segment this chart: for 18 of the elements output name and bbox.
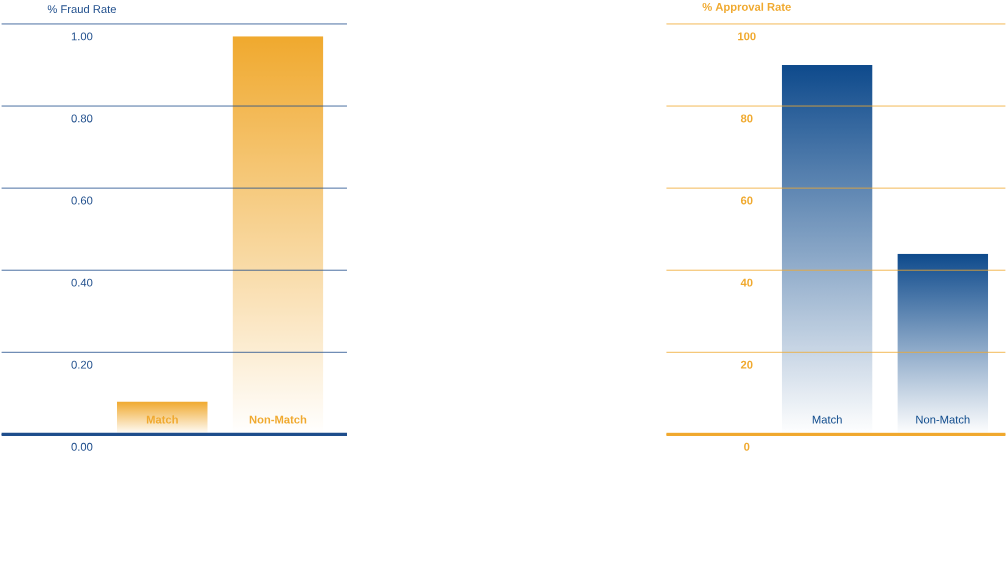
x-tick-label: Non-Match [916,415,970,424]
y-tick-label: 0 [744,443,750,451]
y-tick-label: 0.20 [71,360,93,369]
y-tick-label: 0.80 [71,114,93,123]
y-tick-label: 1.00 [71,32,93,41]
y-tick-label: 100 [738,32,756,41]
x-tick-label: Non-Match [249,415,307,424]
y-tick-label: 20 [740,360,753,369]
y-tick-label: 0.60 [71,196,93,205]
chart-title: % Fraud Rate [47,5,116,14]
y-tick-label: 0.00 [71,443,93,451]
x-tick-label: Match [812,415,842,424]
x-tick-label: Match [146,415,178,424]
y-tick-label: 80 [740,114,753,123]
y-tick-label: 0.40 [71,278,93,287]
y-tick-label: 40 [740,278,753,287]
y-tick-label: 60 [740,196,753,205]
chart-title: % Approval Rate [702,2,791,14]
